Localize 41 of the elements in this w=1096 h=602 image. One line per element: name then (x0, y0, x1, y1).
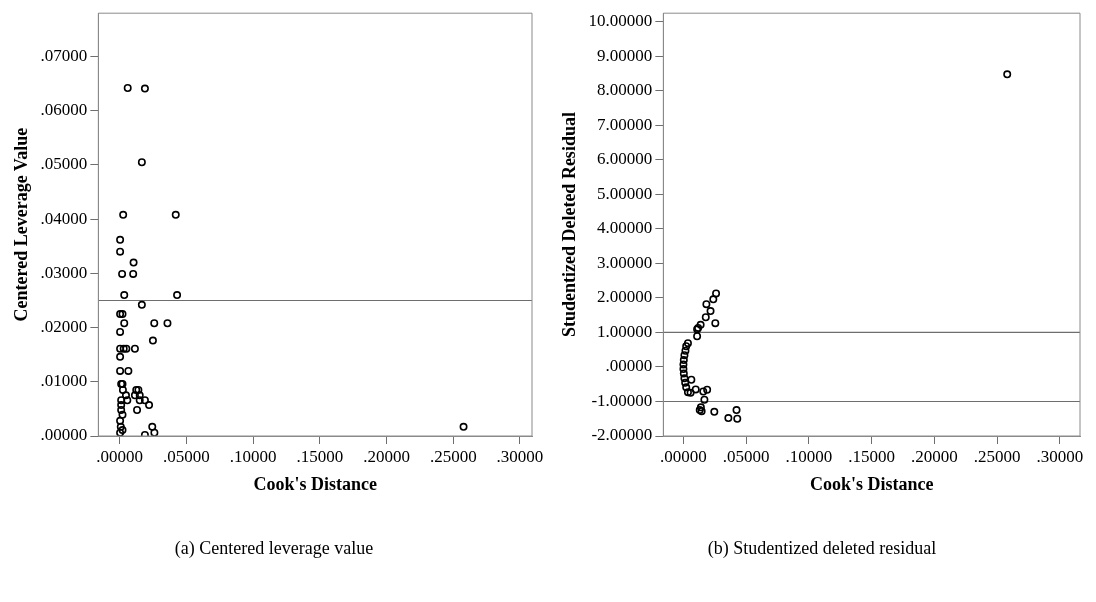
y-tick-label: 10.00000 (588, 11, 653, 31)
text: (b) Studentized deleted residual (706, 538, 938, 559)
x-tick-label: .30000 (496, 446, 544, 466)
x-tick-label: .25000 (973, 446, 1021, 466)
y-tick-label: .04000 (40, 208, 88, 228)
y-tick-label: 3.00000 (597, 252, 653, 272)
x-tick-label: .15000 (296, 446, 344, 466)
y-tick-label: .00000 (605, 356, 653, 376)
y-tick-label: .01000 (40, 371, 88, 391)
x-tick-label: .05000 (163, 446, 210, 466)
y-tick-label: .00000 (40, 425, 88, 445)
x-axis-title: Cook's Distance (809, 473, 934, 494)
x-tick-label: .10000 (785, 446, 833, 466)
text: (a) Centered leverage value (173, 538, 375, 559)
y-tick-label: -2.00000 (591, 425, 653, 445)
x-tick-label: .20000 (911, 446, 958, 466)
y-tick-label: 7.00000 (597, 114, 653, 134)
x-tick-label: .25000 (429, 446, 477, 466)
y-tick-label: 4.00000 (597, 218, 653, 238)
y-tick-label: .02000 (40, 317, 88, 337)
y-tick-label: 9.00000 (597, 45, 653, 65)
y-tick-label: 6.00000 (597, 149, 653, 169)
x-tick-label: .20000 (363, 446, 410, 466)
x-axis-title: Cook's Distance (253, 473, 377, 494)
y-axis-title: Centered Leverage Value (11, 127, 32, 322)
x-tick-label: .00000 (96, 446, 144, 466)
x-tick-label: .30000 (1036, 446, 1084, 466)
x-tick-label: .00000 (660, 446, 707, 466)
x-tick-label: .05000 (722, 446, 770, 466)
y-tick-label: .06000 (40, 100, 88, 120)
y-tick-label: 8.00000 (597, 80, 653, 100)
y-tick-label: .07000 (40, 46, 88, 66)
y-axis-title: Studentized Deleted Residual (559, 112, 580, 338)
y-tick-label: .05000 (40, 154, 88, 174)
x-tick-label: .10000 (229, 446, 277, 466)
x-tick-label: .15000 (848, 446, 896, 466)
y-tick-label: 2.00000 (597, 287, 653, 307)
y-tick-label: -1.00000 (591, 390, 653, 410)
y-tick-label: 5.00000 (597, 183, 653, 203)
y-tick-label: 1.00000 (597, 321, 653, 341)
y-tick-label: .03000 (40, 262, 88, 282)
